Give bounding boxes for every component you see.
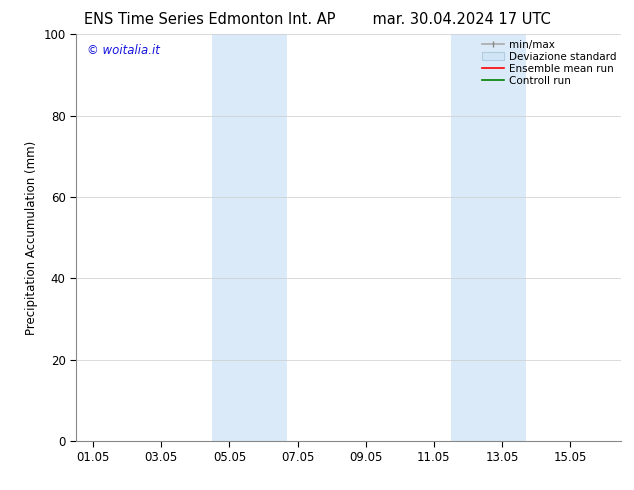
Text: ENS Time Series Edmonton Int. AP        mar. 30.04.2024 17 UTC: ENS Time Series Edmonton Int. AP mar. 30… xyxy=(84,12,550,27)
Bar xyxy=(451,34,526,441)
Y-axis label: Precipitation Accumulation (mm): Precipitation Accumulation (mm) xyxy=(25,141,38,335)
Bar xyxy=(212,34,287,441)
Legend: min/max, Deviazione standard, Ensemble mean run, Controll run: min/max, Deviazione standard, Ensemble m… xyxy=(482,40,616,86)
Text: © woitalia.it: © woitalia.it xyxy=(87,45,160,57)
